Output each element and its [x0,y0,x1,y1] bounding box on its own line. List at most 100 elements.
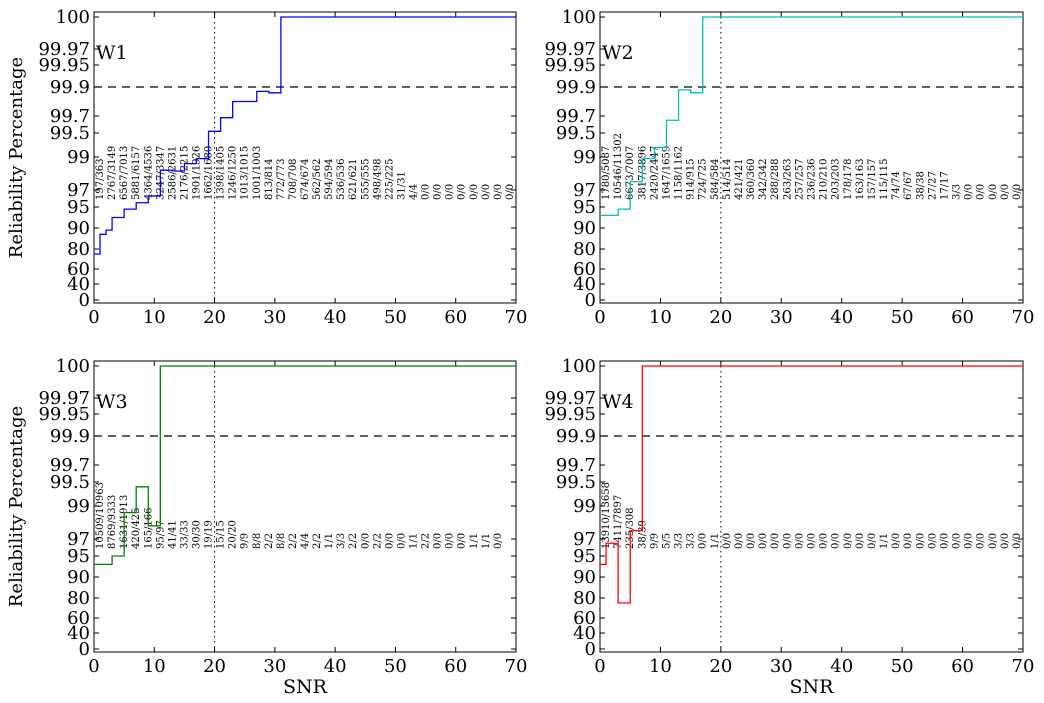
y-tick-label: 99.5 [50,123,90,144]
bin-count-label: 0/0 [988,184,999,200]
x-tick-label: 40 [830,656,853,677]
panel-label: W1 [96,42,128,64]
y-tick-label: 40 [67,274,90,295]
bin-count-label: 1/1 [469,533,480,549]
bin-count-label: 536/536 [336,158,347,200]
bin-count-label: 3/3 [336,533,347,549]
bin-count-label: 38/38 [915,171,926,200]
bin-count-label: 30/30 [191,520,202,549]
bin-count-label: 1/1 [879,533,890,549]
bin-count-label: 1662/1680 [204,146,215,200]
y-tick-label: 99.7 [556,106,596,127]
bin-count-label: 5881/6157 [131,146,142,200]
bin-count-label: 1780/5087 [601,146,612,200]
bin-count-label: 0/0 [396,533,407,549]
bin-count-label: 20/20 [228,520,239,549]
bin-count-label: 0/0 [1012,533,1023,549]
bin-count-label: 8/8 [276,533,287,549]
bin-count-label: 0/0 [819,533,830,549]
bin-count-label: 2176/2215 [179,146,190,200]
x-tick-label: 70 [505,656,528,677]
y-tick-label: 100 [56,356,90,377]
y-tick-label: 99.7 [50,106,90,127]
bin-count-label: 0/0 [445,533,456,549]
y-tick-label: 99 [67,147,90,168]
bin-count-label: 0/0 [891,533,902,549]
y-tick-label: 0 [79,639,90,660]
bin-count-label: 0/0 [964,533,975,549]
bin-count-label: 0/0 [770,533,781,549]
y-tick-label: 90 [67,218,90,239]
bin-count-label: 0/0 [722,533,733,549]
y-tick-label: 80 [573,588,596,609]
bin-count-label: 38/39 [637,520,648,549]
bin-count-label: 0/0 [481,184,492,200]
y-tick-label: 100 [56,7,90,28]
y-tick-label: 60 [573,259,596,280]
y-axis-label: Reliability Percentage [6,406,27,607]
bin-count-label: 1246/1250 [228,146,239,200]
x-tick-label: 60 [951,656,974,677]
bin-count-label: 3/3 [686,533,697,549]
bin-count-label: 0/0 [976,533,987,549]
bin-count-label: 0/0 [493,184,504,200]
bin-count-label: 772/773 [276,158,287,200]
bin-count-label: 1/1 [409,533,420,549]
bin-count-label: 8/8 [252,533,263,549]
bin-count-label: 15/15 [216,520,227,549]
bin-count-label: 0/0 [1012,184,1023,200]
y-tick-label: 80 [67,588,90,609]
x-tick-label: 40 [324,656,347,677]
bin-count-label: 562/562 [312,158,323,200]
y-tick-label: 60 [67,259,90,280]
x-tick-label: 30 [770,656,793,677]
bin-count-label: 6567/7013 [119,146,130,200]
panel-w2: 0 10 20 30 40 50 60 7004060809095979999.599.799… [544,7,1034,328]
bin-count-label: 9/9 [240,533,251,549]
bin-count-label: 0/0 [794,533,805,549]
x-tick-label: 10 [143,307,166,328]
x-tick-label: 50 [384,656,407,677]
x-tick-label: 20 [709,656,732,677]
reliability-step-line-w3 [94,365,516,566]
y-tick-label: 0 [585,290,596,311]
bin-count-label: 0/0 [360,533,371,549]
y-tick-label: 95 [67,546,90,567]
bin-count-label: 115/115 [879,158,890,200]
y-tick-label: 0 [585,639,596,660]
bin-count-label: 584/584 [710,158,721,200]
y-tick-label: 99.5 [50,472,90,493]
bin-count-label: 0/0 [952,533,963,549]
bin-count-label: 0/0 [782,533,793,549]
bin-count-label: 2767/3149 [107,146,118,200]
bin-count-label: 3/3 [674,533,685,549]
bin-count-label: 0/0 [1000,533,1011,549]
y-tick-label: 97 [67,529,90,550]
y-tick-label: 95 [67,197,90,218]
bin-count-label: 0/0 [843,533,854,549]
bin-count-label: 10509/10963 [95,482,106,549]
bin-count-label: 420/425 [131,507,142,549]
panel-label: W2 [602,42,634,64]
bin-count-label: 0/0 [505,184,516,200]
bin-count-label: 0/0 [867,533,878,549]
y-tick-label: 80 [67,239,90,260]
bin-count-label: 674/674 [300,158,311,200]
bin-count-label: 178/178 [843,158,854,200]
x-tick-label: 40 [830,307,853,328]
x-tick-label: 20 [709,307,732,328]
y-tick-label: 40 [573,274,596,295]
bin-count-label: 0/0 [698,533,709,549]
y-tick-label: 90 [573,567,596,588]
bin-count-label: 0/0 [433,533,444,549]
bin-count-label: 1/1 [710,533,721,549]
x-tick-label: 50 [891,307,914,328]
bin-count-label: 2/2 [312,533,323,549]
y-tick-label: 99.9 [50,77,90,98]
bin-count-label: 163/163 [855,158,866,200]
bin-count-label: 0/0 [746,533,757,549]
bin-count-label: 9/9 [649,533,660,549]
y-tick-label: 60 [67,608,90,629]
bin-count-label: 2/2 [348,533,359,549]
y-tick-label: 99.95 [38,55,90,76]
